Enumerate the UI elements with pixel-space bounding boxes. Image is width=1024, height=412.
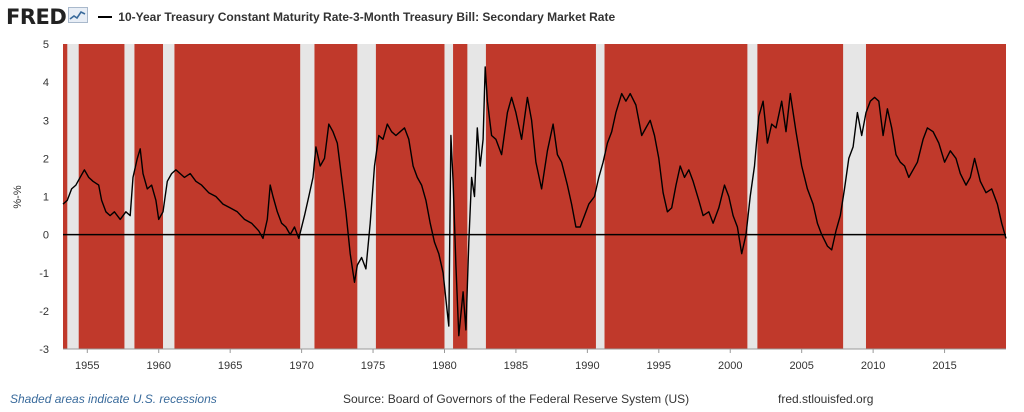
x-tick-label: 2000 [718,360,742,372]
x-tick-label: 1985 [504,360,528,372]
x-tick-label: 2010 [861,360,885,372]
y-tick-label: 2 [43,153,49,165]
source-note: Source: Board of Governors of the Federa… [343,392,690,406]
y-tick-label: -3 [39,344,49,356]
site-link[interactable]: fred.stlouisfed.org [778,392,874,406]
y-tick-label: 3 [43,115,49,127]
x-tick-label: 1975 [361,360,385,372]
x-tick-label: 2015 [932,360,956,372]
recession-band [357,44,376,349]
x-tick-label: 1965 [218,360,242,372]
recession-band [300,44,315,349]
x-tick-label: 1955 [75,360,99,372]
chart-sparkline-icon [68,6,89,28]
legend-line-swatch [98,16,113,18]
recession-band [595,44,605,349]
recession-band [747,44,758,349]
recession-band [843,44,866,349]
x-tick-label: 1980 [432,360,456,372]
recession-band [163,44,175,349]
x-tick-label: 1995 [647,360,671,372]
recession-band [467,44,486,349]
series-line-path [62,66,1007,337]
x-tick-label: 1960 [146,360,170,372]
recession-band [124,44,135,349]
y-tick-label: 5 [43,39,49,51]
header: FRED 10-Year Treasury Constant Maturity … [6,4,615,30]
y-tick-label: 1 [43,192,49,204]
y-tick-label: 4 [43,77,49,89]
y-tick-label: 0 [43,230,49,242]
x-tick-label: 1990 [575,360,599,372]
x-tick-label: 1970 [289,360,313,372]
axes: -3 -2 -1 0 1 2 3 4 5 1955 1960 1965 1970 1975 1980 1985… [39,39,1006,372]
y-axis-label: %-% [12,185,24,208]
x-tick-label: 2005 [789,360,813,372]
recession-note: Shaded areas indicate U.S. recessions [10,392,217,406]
y-tick-label: -2 [39,306,49,318]
series-line [62,66,1007,337]
recession-band [444,44,454,349]
fred-logo[interactable]: FRED [6,5,67,29]
y-tick-label: -1 [39,268,49,280]
series-title: 10-Year Treasury Constant Maturity Rate-… [118,10,616,24]
recession-band [67,44,79,349]
recession-bands [63,44,1006,349]
